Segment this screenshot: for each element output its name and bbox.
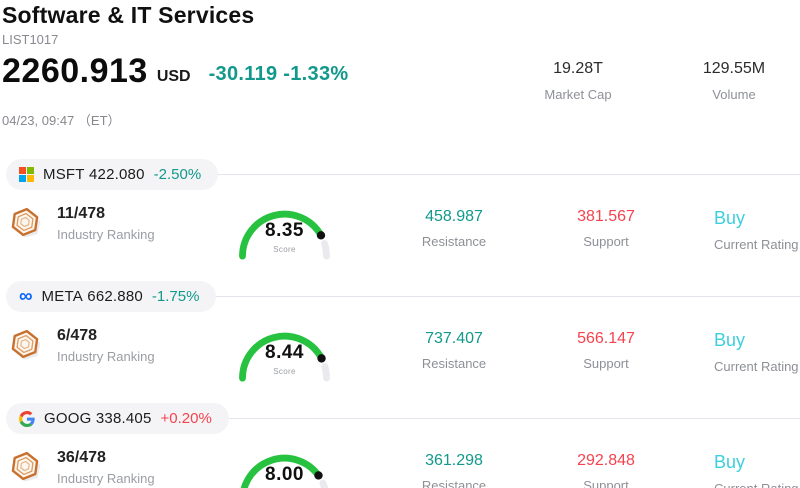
rating-value: Buy — [714, 330, 746, 350]
resistance-block: 361.298 Resistance — [384, 445, 524, 488]
score-gauge: 8.00 Score — [232, 443, 337, 488]
score-gauge: 8.35 Score — [232, 199, 337, 265]
ticker-pill-meta[interactable]: ∞ META 662.880 -1.75% — [6, 281, 217, 312]
resistance-label: Resistance — [421, 356, 487, 371]
rating-label: Current Rating — [714, 481, 800, 488]
score-value: 8.00 — [265, 464, 304, 485]
pill-row: ∞ META 662.880 -1.75% — [2, 281, 800, 312]
header: Software & IT Services LIST1017 2260.913… — [2, 2, 800, 129]
volume-stat: 129.55M Volume — [668, 60, 800, 102]
google-logo-icon — [19, 410, 35, 427]
pill-row: GOOG 338.405 +0.20% — [2, 403, 800, 434]
stock-row-goog: GOOG 338.405 +0.20% 36/478 Industry Rank… — [2, 403, 800, 488]
list-id: LIST1017 — [2, 32, 59, 47]
industry-ranking-block: 6/478 Industry Ranking — [2, 323, 232, 387]
support-block: 566.147 Support — [536, 323, 676, 387]
score-label: Score — [273, 245, 296, 254]
resistance-label: Resistance — [421, 234, 487, 249]
ticker-pill-goog[interactable]: GOOG 338.405 +0.20% — [6, 403, 229, 434]
support-value: 381.567 — [577, 208, 635, 225]
industry-ranking-block: 11/478 Industry Ranking — [2, 201, 232, 265]
resistance-value: 458.987 — [425, 208, 483, 225]
row-content: 6/478 Industry Ranking 8.44 Score 737.40… — [2, 323, 800, 387]
index-change: -30.119 -1.33% — [208, 63, 349, 85]
gauge-arc-icon — [232, 321, 337, 387]
ticker-and-price: META 662.880 — [41, 288, 143, 305]
meta-logo-icon: ∞ — [19, 285, 33, 307]
gauge-arc-icon — [232, 443, 337, 488]
industry-ranking-block: 36/478 Industry Ranking — [2, 445, 232, 488]
score-value: 8.44 — [265, 342, 304, 363]
support-block: 292.848 Support — [536, 445, 676, 488]
rating-label: Current Rating — [714, 359, 799, 374]
ticker-and-price: MSFT 422.080 — [43, 166, 145, 183]
support-value: 292.848 — [577, 452, 635, 469]
support-label: Support — [583, 234, 629, 249]
quote-timestamp: 04/23, 09:47 （ET） — [2, 113, 121, 128]
rating-block: Buy Current Rating — [714, 201, 800, 265]
support-label: Support — [583, 356, 629, 371]
ranking-badge-icon — [10, 449, 42, 485]
resistance-value: 737.407 — [425, 330, 483, 347]
ticker-change: +0.20% — [160, 410, 212, 427]
rating-block: Buy Current Rating — [714, 445, 800, 488]
ranking-value: 6/478 — [57, 327, 98, 344]
score-value: 8.35 — [265, 220, 304, 241]
ranking-badge-icon — [10, 205, 42, 241]
row-divider — [228, 418, 800, 419]
page-title: Software & IT Services — [2, 2, 255, 28]
ranking-label: Industry Ranking — [57, 349, 155, 364]
market-cap-stat: 19.28T Market Cap — [488, 60, 668, 102]
rating-value: Buy — [714, 208, 746, 228]
resistance-block: 737.407 Resistance — [384, 323, 524, 387]
pill-row: MSFT 422.080 -2.50% — [2, 159, 800, 190]
row-content: 11/478 Industry Ranking 8.35 Score 458.9… — [2, 201, 800, 265]
volume-label: Volume — [712, 87, 756, 102]
score-gauge: 8.44 Score — [232, 321, 337, 387]
ticker-change: -2.50% — [153, 166, 202, 183]
support-block: 381.567 Support — [536, 201, 676, 265]
row-divider — [218, 174, 800, 175]
resistance-block: 458.987 Resistance — [384, 201, 524, 265]
support-label: Support — [583, 478, 629, 488]
rating-label: Current Rating — [714, 237, 799, 252]
currency-label: USD — [156, 68, 191, 85]
stock-row-meta: ∞ META 662.880 -1.75% 6/478 Industry Ran… — [2, 281, 800, 403]
row-divider — [216, 296, 800, 297]
rating-block: Buy Current Rating — [714, 323, 800, 387]
ranking-label: Industry Ranking — [57, 227, 155, 242]
resistance-label: Resistance — [421, 478, 487, 488]
ticker-change: -1.75% — [151, 288, 200, 305]
stock-row-msft: MSFT 422.080 -2.50% 11/478 Industry Rank… — [2, 159, 800, 281]
score-label: Score — [273, 367, 296, 376]
stock-list: MSFT 422.080 -2.50% 11/478 Industry Rank… — [2, 159, 800, 488]
volume-value: 129.55M — [702, 60, 766, 77]
rating-value: Buy — [714, 452, 746, 472]
ranking-value: 11/478 — [57, 205, 106, 222]
ticker-pill-msft[interactable]: MSFT 422.080 -2.50% — [6, 159, 219, 190]
ticker-and-price: GOOG 338.405 — [44, 410, 152, 427]
price-line: 2260.913 USD -30.119 -1.33% 19.28T Marke… — [2, 54, 800, 102]
row-content: 36/478 Industry Ranking 8.00 Score 361.2… — [2, 445, 800, 488]
ranking-label: Industry Ranking — [57, 471, 155, 486]
resistance-value: 361.298 — [425, 452, 483, 469]
support-value: 566.147 — [577, 330, 635, 347]
microsoft-logo-icon — [19, 167, 34, 182]
ranking-badge-icon — [10, 327, 42, 363]
market-cap-label: Market Cap — [544, 87, 612, 102]
index-price: 2260.913 — [2, 52, 148, 90]
gauge-arc-icon — [232, 199, 337, 265]
ranking-value: 36/478 — [57, 449, 106, 466]
market-cap-value: 19.28T — [553, 60, 603, 77]
